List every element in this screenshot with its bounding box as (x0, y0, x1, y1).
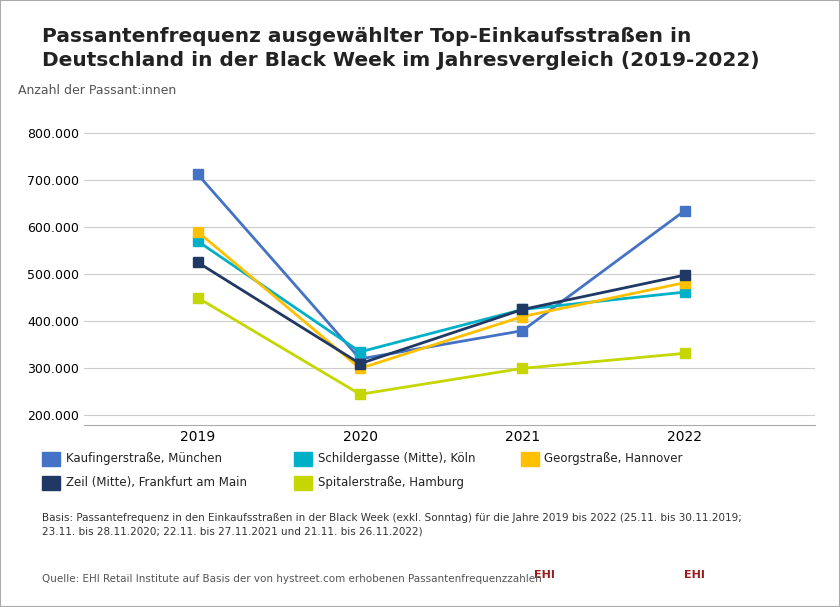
Text: EHI: EHI (685, 570, 706, 580)
Text: Zeil (Mitte), Frankfurt am Main: Zeil (Mitte), Frankfurt am Main (66, 476, 246, 489)
Text: Kaufingerstraße, München: Kaufingerstraße, München (66, 452, 222, 465)
Text: Anzahl der Passant:innen: Anzahl der Passant:innen (18, 84, 176, 97)
Text: Georgstraße, Hannover: Georgstraße, Hannover (544, 452, 683, 465)
Text: Spitalerstraße, Hamburg: Spitalerstraße, Hamburg (318, 476, 464, 489)
Text: Schildergasse (Mitte), Köln: Schildergasse (Mitte), Köln (318, 452, 475, 465)
Text: Basis: Passantefrequenz in den Einkaufsstraßen in der Black Week (exkl. Sonntag): Basis: Passantefrequenz in den Einkaufss… (42, 513, 742, 536)
Text: Passantenfrequenz ausgewählter Top-Einkaufsstraßen in
Deutschland in der Black W: Passantenfrequenz ausgewählter Top-Einka… (42, 27, 759, 70)
Text: ®: ® (803, 561, 811, 571)
Text: handelsdaten.de: handelsdaten.de (561, 570, 660, 580)
Text: EHI: EHI (534, 570, 554, 580)
Text: Quelle: EHI Retail Institute auf Basis der von hystreet.com erhobenen Passantenf: Quelle: EHI Retail Institute auf Basis d… (42, 574, 542, 583)
Text: Retail Institute: Retail Institute (719, 570, 807, 580)
FancyBboxPatch shape (525, 563, 564, 587)
FancyBboxPatch shape (676, 563, 713, 587)
